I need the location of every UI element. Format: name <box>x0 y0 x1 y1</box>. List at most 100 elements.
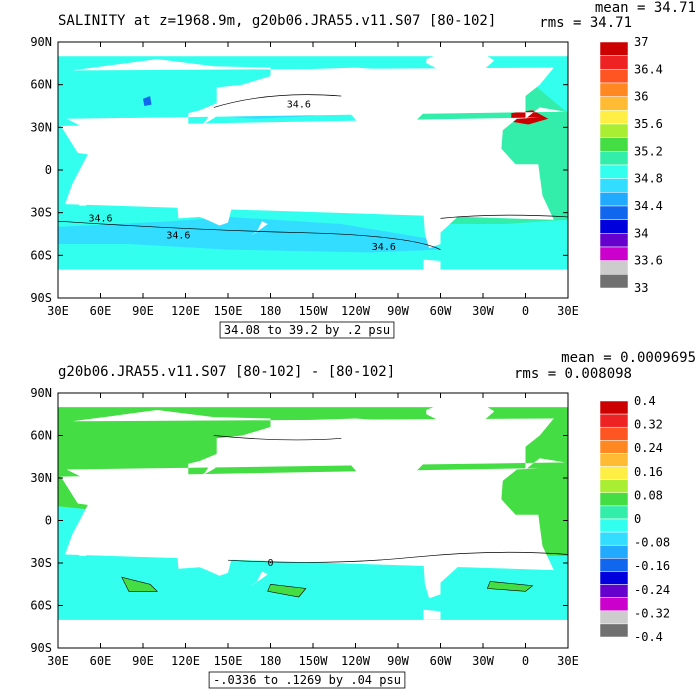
ocean-field: 0 <box>0 393 700 620</box>
land-mask <box>150 513 166 529</box>
colorbar-swatch <box>599 137 629 152</box>
colorbar-swatch <box>599 205 629 220</box>
patch-region <box>267 583 307 598</box>
x-tick-label: 180 <box>260 304 282 318</box>
land-mask <box>7 88 13 99</box>
colorbar-label: 0.16 <box>634 465 663 479</box>
x-tick-label: 30E <box>47 654 69 668</box>
colorbar-swatch <box>599 558 629 572</box>
land-mask <box>517 438 523 450</box>
colorbar-label: -0.32 <box>634 606 670 620</box>
land-mask <box>426 404 495 436</box>
colorbar-swatch <box>599 41 629 56</box>
y-tick-label: 30N <box>30 471 52 485</box>
colorbar-swatch <box>599 219 629 234</box>
contour-line <box>440 214 568 219</box>
colorbar-swatch <box>599 69 629 84</box>
chart-title: g20b06.JRA55.v11.S07 [80-102] - [80-102] <box>58 364 395 380</box>
x-tick-label: 90W <box>387 304 409 318</box>
chart-title: SALINITY at z=1968.9m, g20b06.JRA55.v11.… <box>58 13 496 29</box>
contour-line <box>58 220 441 250</box>
land-mask <box>687 187 700 225</box>
land-mask <box>201 521 228 535</box>
colorbar-label: 34 <box>634 226 648 240</box>
land-mask <box>7 438 13 449</box>
colorbar-label: -0.16 <box>634 559 670 573</box>
land-mask <box>660 513 676 529</box>
land-mask <box>201 171 228 185</box>
contour-line <box>213 94 342 108</box>
y-tick-label: 0 <box>45 163 52 177</box>
contour-interval-label: 34.08 to 39.2 by .2 psu <box>224 323 390 337</box>
y-tick-label: 90S <box>30 291 52 305</box>
patch-region <box>121 576 158 592</box>
x-tick-label: 180 <box>260 654 282 668</box>
rms-stat: rms = 0.008098 <box>514 366 632 382</box>
colorbar-swatch <box>599 531 629 546</box>
land-mask <box>77 191 87 206</box>
land-mask <box>150 162 166 179</box>
colorbar-swatch <box>599 274 629 289</box>
colorbar-label: 33 <box>634 281 648 295</box>
colorbar-swatch <box>599 453 629 467</box>
colorbar-swatch <box>599 192 629 207</box>
colorbar-label: 35.2 <box>634 144 663 158</box>
colorbar-swatch <box>599 246 629 261</box>
panel-1: 34.6 34.6 34.6 34.6 30E 60E 90E 120E 150E 180 150W… <box>7 0 700 339</box>
land-mask <box>680 160 694 176</box>
rms-stat: rms = 34.71 <box>539 15 632 31</box>
patch-region <box>486 581 534 592</box>
land-mask <box>60 117 554 220</box>
x-tick-label: 120W <box>341 304 371 318</box>
y-tick-label: 30N <box>30 120 52 134</box>
colorbar-swatch <box>599 426 629 441</box>
land-mask <box>415 152 476 249</box>
x-tick-label: 30E <box>557 654 579 668</box>
land-mask <box>169 160 185 176</box>
colorbar-swatch <box>599 492 629 507</box>
x-tick-label: 90E <box>132 654 154 668</box>
land-mask <box>169 510 185 527</box>
x-tick-label: 150W <box>299 654 329 668</box>
y-tick-label: 30S <box>30 206 52 220</box>
contour-label: 34.6 <box>88 213 112 224</box>
land-mask <box>0 410 55 509</box>
contour-interval-label: -.0336 to .1269 by .04 psu <box>213 673 401 687</box>
land-mask <box>415 503 476 599</box>
x-tick-label: 120W <box>341 654 371 668</box>
colorbar-label: 0.24 <box>634 441 663 455</box>
marginal-sea-region <box>143 96 152 106</box>
colorbar-swatch <box>599 505 629 520</box>
y-tick-label: 60N <box>30 429 52 443</box>
land-mask <box>687 538 700 576</box>
land-mask <box>588 191 597 205</box>
colorbar-swatch <box>599 260 629 275</box>
x-tick-label: 120E <box>171 304 200 318</box>
land-mask <box>77 541 87 556</box>
y-tick-label: 90S <box>30 641 52 655</box>
mediterranean-region <box>511 110 549 125</box>
land-mask <box>250 221 268 236</box>
x-tick-label: 150W <box>299 304 329 318</box>
x-tick-label: 30E <box>47 304 69 318</box>
colorbar-swatch <box>599 518 629 533</box>
y-tick-label: 90N <box>30 386 52 400</box>
x-tick-label: 30E <box>557 304 579 318</box>
contour-line <box>213 435 342 441</box>
colorbar-label: -0.4 <box>634 630 663 644</box>
colorbar-label: 34.8 <box>634 172 663 186</box>
ocean-field: 34.6 34.6 34.6 34.6 <box>7 42 700 270</box>
panel-2: 0 30E 60E 90E 120E 150E 180 150W 120W 90W 60W 30W 0 3… <box>0 350 700 689</box>
colorbar-swatch <box>599 96 629 111</box>
contour-interval-box <box>219 321 395 339</box>
land-mask <box>406 137 420 142</box>
colorbar-swatch <box>599 400 629 415</box>
x-tick-label: 60W <box>430 304 452 318</box>
colorbar-swatch <box>599 479 629 494</box>
x-tick-label: 30W <box>472 654 494 668</box>
x-tick-label: 150E <box>214 304 243 318</box>
x-tick-label: 90E <box>132 304 154 318</box>
land-mask <box>406 487 420 493</box>
colorbar-label: -0.24 <box>634 583 670 597</box>
